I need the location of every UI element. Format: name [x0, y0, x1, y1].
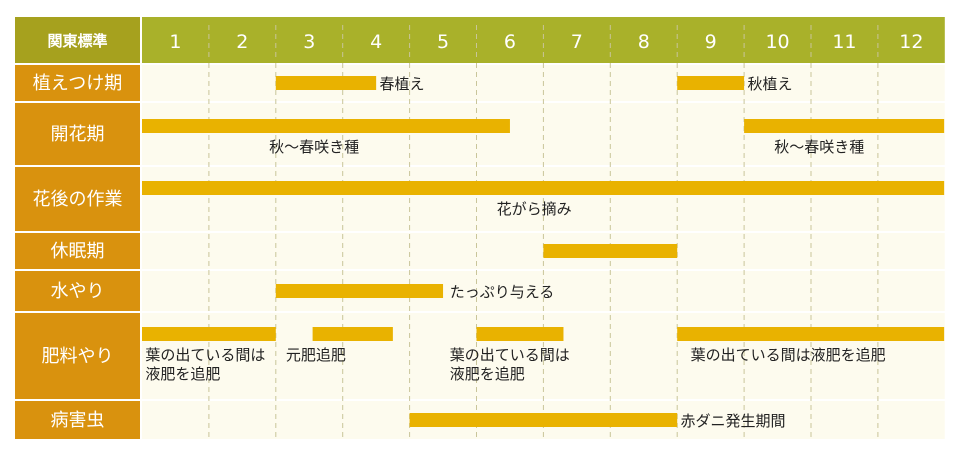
row-label-cell: [15, 103, 140, 165]
task-bar: [312, 327, 393, 341]
task-bar: [677, 76, 745, 90]
row-label: 植えつけ期: [33, 73, 122, 94]
month-label: 11: [832, 31, 856, 53]
row-label: 開花期: [51, 124, 105, 145]
bar-annotation: 赤ダニ発生期間: [681, 412, 786, 430]
task-bar: [275, 284, 444, 298]
task-bar: [409, 413, 678, 427]
month-label: 5: [437, 31, 449, 53]
task-bar: [275, 76, 377, 90]
bar-annotation: 花がら摘み: [497, 200, 572, 218]
bar-annotation: 秋〜春咲き種: [269, 138, 359, 156]
month-label: 1: [169, 31, 181, 53]
month-label: 6: [504, 31, 516, 53]
month-label: 2: [236, 31, 248, 53]
month-label: 9: [705, 31, 717, 53]
task-bar: [744, 119, 945, 133]
corner-label: 関東標準: [47, 32, 107, 50]
header-corner: [15, 17, 140, 63]
row-label: 休眠期: [51, 241, 105, 262]
bar-annotation: 葉の出ている間は液肥を追肥: [691, 346, 886, 364]
bar-annotation: 春植え: [379, 75, 424, 93]
task-bar: [677, 327, 945, 341]
task-bar: [142, 181, 945, 195]
row-label-cell: [15, 313, 140, 399]
month-label: 10: [765, 31, 789, 53]
row-label-cell: [15, 233, 140, 269]
row-label: 肥料やり: [42, 346, 114, 367]
bar-annotation: 元肥追肥: [286, 346, 346, 364]
row-label-cell: [15, 401, 140, 439]
row-label-cell: [15, 167, 140, 231]
task-bar: [142, 119, 510, 133]
bar-annotation: 葉の出ている間は: [450, 346, 570, 364]
month-label: 8: [638, 31, 650, 53]
bar-annotation: たっぷり与える: [450, 283, 555, 301]
month-label: 4: [370, 31, 382, 53]
bar-annotation: 液肥を追肥: [145, 365, 220, 383]
row-label-cell: [15, 271, 140, 311]
month-label: 7: [571, 31, 583, 53]
row-label-cell: [15, 65, 140, 101]
row-label: 水やり: [51, 281, 105, 302]
bar-annotation: 液肥を追肥: [450, 365, 525, 383]
bar-annotation: 秋植え: [747, 75, 792, 93]
bar-annotation: 葉の出ている間は: [145, 346, 265, 364]
row-label: 病害虫: [51, 410, 105, 431]
row-label: 花後の作業: [33, 189, 123, 210]
month-label: 12: [899, 31, 923, 53]
task-bar: [543, 244, 678, 258]
bar-annotation: 秋〜春咲き種: [774, 138, 864, 156]
task-bar: [142, 327, 276, 341]
task-bar: [476, 327, 564, 341]
month-label: 3: [303, 31, 315, 53]
